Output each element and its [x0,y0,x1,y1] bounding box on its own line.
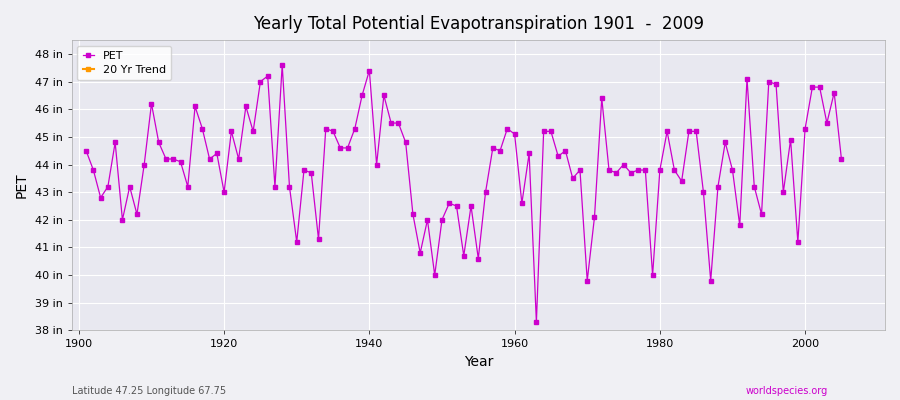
PET [183,184,194,189]
PET [88,168,99,172]
PET [647,273,658,278]
Text: worldspecies.org: worldspecies.org [746,386,828,396]
PET [531,320,542,324]
X-axis label: Year: Year [464,355,493,369]
PET [640,168,651,172]
Y-axis label: PET: PET [15,172,29,198]
Line: PET: PET [85,64,843,324]
PET [81,148,92,153]
PET [415,251,426,256]
PET [277,62,288,67]
Title: Yearly Total Potential Evapotranspiration 1901  -  2009: Yearly Total Potential Evapotranspiratio… [253,15,704,33]
PET [379,93,390,98]
Text: Latitude 47.25 Longitude 67.75: Latitude 47.25 Longitude 67.75 [72,386,226,396]
PET [836,156,847,161]
Legend: PET, 20 Yr Trend: PET, 20 Yr Trend [77,46,171,80]
